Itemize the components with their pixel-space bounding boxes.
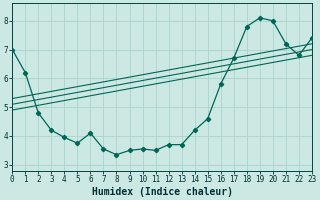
X-axis label: Humidex (Indice chaleur): Humidex (Indice chaleur) bbox=[92, 186, 233, 197]
